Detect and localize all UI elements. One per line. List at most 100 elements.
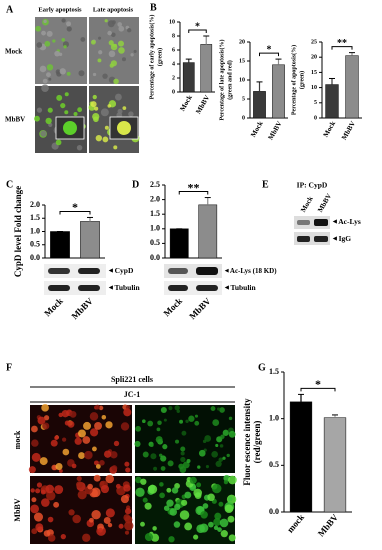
cell: [105, 474, 114, 484]
significance-label: *: [195, 21, 200, 32]
cell: [133, 49, 137, 53]
row-label: MbBV: [5, 116, 25, 124]
cell: [140, 478, 147, 485]
cell: [167, 460, 174, 467]
cell: [207, 493, 215, 502]
cell: [104, 19, 108, 23]
y-tick-label: 2.5: [150, 180, 160, 189]
inset-cell: [63, 121, 77, 135]
cell: [160, 466, 166, 471]
cell: [41, 403, 49, 412]
blot-label: IgG: [339, 234, 352, 243]
band: [48, 285, 70, 291]
cell: [114, 93, 122, 101]
band: [196, 285, 218, 291]
y-tick-label: 1.0: [269, 413, 279, 422]
panel-label: G: [258, 362, 266, 373]
cell: [64, 92, 69, 97]
cell: [45, 484, 55, 494]
x-tick-label: MbBV: [267, 120, 284, 142]
cell: [30, 504, 40, 514]
blot-label: ◂ IgG: [332, 234, 351, 243]
cell: [66, 26, 72, 32]
y-tick-label: 0.0: [150, 253, 160, 262]
cell: [60, 102, 66, 109]
bar: [198, 204, 218, 259]
cell: [159, 482, 164, 487]
cell: [105, 508, 115, 518]
cell: [46, 64, 54, 71]
cell: [175, 439, 180, 444]
cell: [95, 404, 101, 410]
cell: [95, 134, 102, 142]
cell: [76, 476, 82, 482]
cell: [100, 484, 110, 494]
cell: [118, 25, 125, 32]
y-tick-label: 15: [239, 58, 245, 64]
cell: [228, 534, 236, 542]
cell: [124, 508, 132, 515]
y-tick-label: 10: [311, 85, 317, 91]
cell: [212, 483, 222, 494]
cell: [202, 503, 209, 509]
band: [48, 268, 70, 274]
cell: [89, 412, 99, 421]
cell: [124, 530, 130, 535]
cell: [99, 459, 105, 466]
y-tick-label: 0.5: [150, 238, 160, 247]
cell: [78, 452, 85, 459]
cell: [98, 36, 102, 40]
cell: [171, 487, 179, 494]
cell: [62, 437, 67, 442]
panel-label: A: [6, 4, 14, 15]
blot-label: Ac-Lys (18 KD): [230, 267, 277, 275]
cell: [166, 499, 174, 507]
cell: [184, 491, 192, 499]
bar: [289, 401, 313, 513]
cell: [33, 512, 44, 522]
cell: [34, 115, 40, 122]
cell: [135, 487, 145, 497]
blot-label: ◂ Tubulin: [108, 283, 141, 292]
bar: [345, 55, 359, 119]
lane-label: Mock: [299, 195, 315, 214]
cell: [95, 464, 101, 469]
cell: [228, 416, 233, 421]
band: [78, 268, 100, 274]
cell: [180, 451, 185, 456]
cell: [43, 530, 51, 537]
cell: [153, 466, 158, 471]
cell: [219, 407, 225, 413]
cell: [208, 521, 214, 528]
cell: [104, 125, 109, 130]
cell: [125, 467, 131, 473]
cell: [204, 435, 212, 442]
cell: [150, 453, 157, 460]
cell: [69, 410, 77, 418]
cell: [35, 523, 44, 532]
cell: [140, 521, 145, 527]
cell: [71, 463, 77, 469]
cell: [52, 39, 56, 43]
cell: [108, 40, 114, 46]
cell: [215, 460, 222, 468]
significance-bracket: [178, 191, 209, 195]
blot: [164, 281, 222, 295]
cell: [197, 465, 201, 469]
cell: [217, 527, 222, 532]
cell: [84, 450, 93, 460]
y-tick-label: 2.0: [150, 194, 160, 203]
band: [297, 220, 310, 225]
cell: [228, 475, 237, 485]
cell: [68, 509, 75, 516]
cell: [31, 439, 39, 447]
cell: [77, 490, 87, 500]
bar: [182, 62, 195, 93]
cell: [97, 58, 102, 63]
cell: [58, 412, 63, 418]
cell: [110, 32, 116, 38]
cell: [73, 111, 78, 116]
cell: [83, 421, 92, 430]
cell: [30, 488, 35, 493]
cell: [42, 78, 48, 84]
